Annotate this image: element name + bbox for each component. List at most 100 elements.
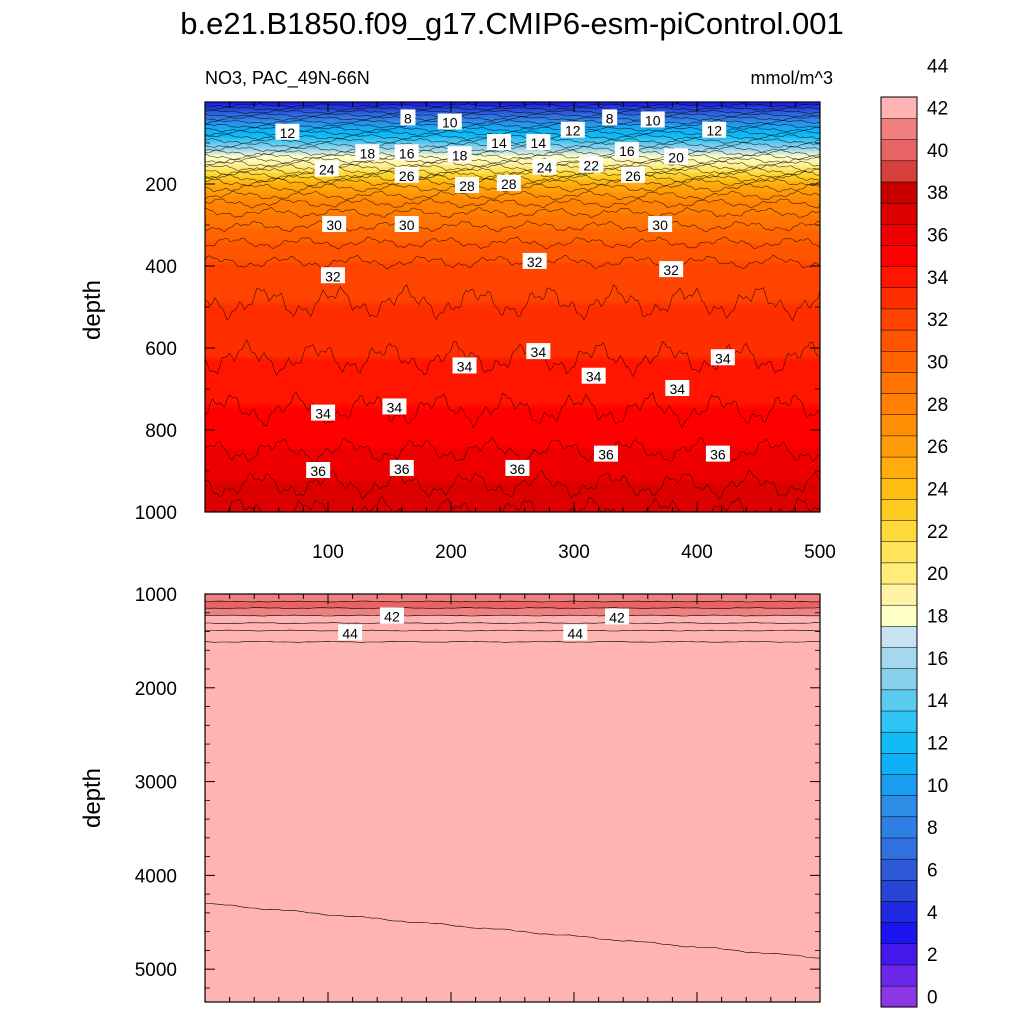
contour-label: 12	[275, 123, 300, 141]
contour-label: 30	[322, 216, 347, 233]
colorbar-swatch	[880, 879, 918, 902]
contour-label: 34	[581, 367, 606, 385]
contour-label: 14	[526, 134, 551, 151]
colorbar-label: 4	[927, 903, 938, 924]
contour-line-lower	[205, 600, 820, 603]
colorbar-label: 44	[927, 56, 949, 77]
contour-label-text: 34	[457, 358, 473, 374]
contour-line-upper	[205, 145, 820, 153]
colorbar-swatch	[880, 308, 918, 331]
colorbar-label: 24	[927, 480, 949, 501]
contour-line-upper	[205, 190, 820, 201]
upper-contour-panel: 8 10 12 12 8 10 12 14 14 16 18 18 16 20 24 24 22 26 26 28 28…	[135, 101, 836, 563]
contour-label-text: 34	[586, 369, 602, 385]
variable-region-label: NO3, PAC_49N-66N	[205, 68, 370, 89]
colorbar-swatch	[880, 795, 918, 818]
contour-label-text: 30	[326, 217, 342, 233]
contour-label: 18	[447, 146, 472, 163]
contour-label-text: 10	[645, 112, 661, 128]
contour-label-text: 32	[663, 262, 679, 278]
contour-line-upper	[205, 103, 820, 108]
colorbar-swatch	[880, 604, 918, 627]
contour-label-text: 36	[510, 461, 526, 477]
colorbar-label: 10	[927, 776, 948, 797]
contour-label: 36	[593, 445, 618, 463]
contour-label: 26	[621, 166, 646, 184]
colorbar-swatch	[880, 287, 918, 310]
contour-label: 30	[394, 216, 419, 233]
contour-label: 10	[640, 111, 665, 128]
colorbar-swatch	[880, 181, 918, 204]
upper-band	[205, 601, 820, 609]
contour-label-text: 16	[399, 145, 415, 161]
colorbar-swatch	[880, 985, 918, 1008]
colorbar-label: 28	[927, 395, 948, 416]
contour-line-upper	[205, 495, 820, 512]
colorbar-label: 20	[927, 564, 948, 585]
x-tick-label: 300	[558, 542, 590, 563]
contour-label-text: 32	[527, 254, 543, 270]
bottom-water-region	[205, 903, 820, 1002]
contour-label: 8	[602, 109, 618, 126]
contour-label-text: 42	[384, 609, 400, 625]
contour-label: 32	[659, 261, 684, 278]
contour-label: 34	[382, 398, 407, 415]
contour-label-text: 8	[404, 110, 412, 126]
contour-label-text: 34	[715, 350, 731, 366]
colorbar-label: 6	[927, 860, 938, 881]
contour-label-text: 24	[537, 160, 553, 176]
colorbar-label: 12	[927, 733, 948, 754]
contour-line-upper	[205, 106, 820, 111]
colorbar-swatch	[880, 731, 918, 754]
colorbar-swatch	[880, 562, 918, 585]
contour-label-text: 36	[710, 447, 726, 463]
colorbar-label: 14	[927, 691, 949, 712]
contour-label-text: 22	[583, 158, 599, 174]
contour-label: 34	[710, 349, 735, 366]
colorbar-swatch	[880, 710, 918, 733]
contour-label: 36	[389, 459, 414, 477]
contour-label: 18	[355, 144, 380, 161]
contour-label-text: 8	[606, 110, 614, 126]
x-tick-label: 100	[312, 542, 344, 563]
contour-line-upper	[205, 339, 820, 378]
x-tick-label: 400	[681, 542, 713, 563]
contour-label-text: 12	[706, 123, 722, 139]
contour-line-upper	[205, 236, 820, 250]
colorbar-swatch	[880, 498, 918, 521]
upper-y-tick-label: 800	[145, 421, 177, 442]
contour-label: 10	[437, 113, 462, 131]
contour-line-upper	[205, 152, 820, 161]
contour-line-upper	[205, 141, 820, 149]
contour-label: 36	[705, 445, 730, 463]
contour-label: 8	[400, 109, 416, 126]
colorbar-swatch	[880, 943, 918, 966]
contour-label-text: 14	[531, 135, 547, 151]
colorbar-swatch	[880, 689, 918, 712]
contour-label-text: 24	[319, 162, 335, 178]
colorbar-swatch	[880, 117, 918, 140]
colorbar-swatch	[880, 922, 918, 945]
colorbar-swatch	[880, 477, 918, 500]
colorbar-label: 16	[927, 649, 948, 670]
contour-label: 12	[702, 121, 727, 139]
colorbar-label: 30	[927, 353, 948, 374]
contour-line-upper	[205, 115, 820, 121]
colorbar-label: 40	[927, 141, 948, 162]
contour-line-upper	[205, 170, 820, 180]
contour-label: 16	[394, 144, 419, 161]
colorbar-swatch	[880, 625, 918, 648]
contour-line-upper	[205, 220, 820, 233]
colorbar-label: 8	[927, 818, 938, 839]
contour-label-text: 32	[325, 268, 341, 284]
contour-label-text: 42	[609, 609, 625, 625]
colorbar-swatch	[880, 456, 918, 479]
contour-label: 22	[579, 156, 604, 174]
contour-label-text: 18	[360, 145, 376, 161]
lower-y-tick-label: 2000	[135, 679, 177, 700]
contour-label-text: 16	[619, 143, 635, 159]
contour-label: 36	[505, 459, 530, 477]
bottom-contour-line	[205, 903, 820, 959]
colorbar-swatch	[880, 371, 918, 394]
